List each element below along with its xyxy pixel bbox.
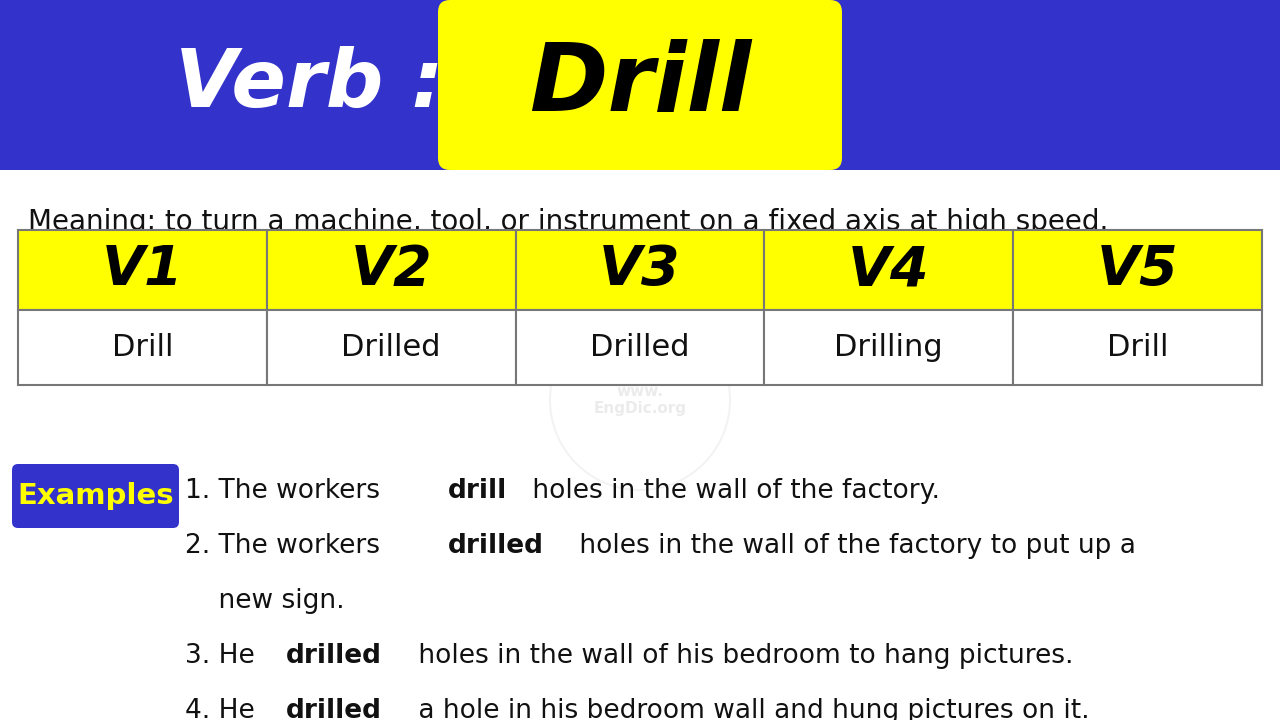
Bar xyxy=(764,230,1014,310)
Bar xyxy=(516,310,764,385)
Text: a hole in his bedroom wall and hung pictures on it.: a hole in his bedroom wall and hung pict… xyxy=(410,698,1089,720)
Text: V3: V3 xyxy=(599,243,681,297)
Text: 4. He: 4. He xyxy=(186,698,264,720)
Text: www.
EngDic.org: www. EngDic.org xyxy=(594,384,686,416)
Text: V5: V5 xyxy=(1097,243,1179,297)
Text: holes in the wall of the factory to put up a: holes in the wall of the factory to put … xyxy=(571,533,1137,559)
Text: drilled: drilled xyxy=(285,698,381,720)
Text: V1: V1 xyxy=(101,243,183,297)
FancyBboxPatch shape xyxy=(438,0,842,170)
Bar xyxy=(516,230,764,310)
Text: Drill: Drill xyxy=(111,333,173,362)
Bar xyxy=(266,310,516,385)
Text: Drilling: Drilling xyxy=(835,333,943,362)
Text: holes in the wall of the factory.: holes in the wall of the factory. xyxy=(524,478,940,504)
Text: Drill: Drill xyxy=(1107,333,1169,362)
Text: Drilled: Drilled xyxy=(590,333,690,362)
Text: Drilled: Drilled xyxy=(342,333,440,362)
Text: V4: V4 xyxy=(847,243,929,297)
Text: Drill: Drill xyxy=(529,39,751,131)
Text: 3. He: 3. He xyxy=(186,643,264,669)
Bar xyxy=(18,310,266,385)
Text: Meaning: to turn a machine, tool, or instrument on a fixed axis at high speed.: Meaning: to turn a machine, tool, or ins… xyxy=(28,208,1108,236)
Text: drilled: drilled xyxy=(448,533,544,559)
Bar xyxy=(18,230,266,310)
Text: holes in the wall of his bedroom to hang pictures.: holes in the wall of his bedroom to hang… xyxy=(410,643,1073,669)
Text: 2. The workers: 2. The workers xyxy=(186,533,388,559)
Text: new sign.: new sign. xyxy=(186,588,344,614)
Text: Examples: Examples xyxy=(17,482,174,510)
Bar xyxy=(1014,310,1262,385)
Bar xyxy=(764,310,1014,385)
Bar xyxy=(266,230,516,310)
FancyBboxPatch shape xyxy=(12,464,179,528)
Text: drilled: drilled xyxy=(285,643,381,669)
Text: Verb :: Verb : xyxy=(175,46,471,124)
Bar xyxy=(1014,230,1262,310)
Text: drill: drill xyxy=(448,478,507,504)
Bar xyxy=(0,0,1280,170)
Text: V2: V2 xyxy=(351,243,433,297)
Text: 1. The workers: 1. The workers xyxy=(186,478,388,504)
